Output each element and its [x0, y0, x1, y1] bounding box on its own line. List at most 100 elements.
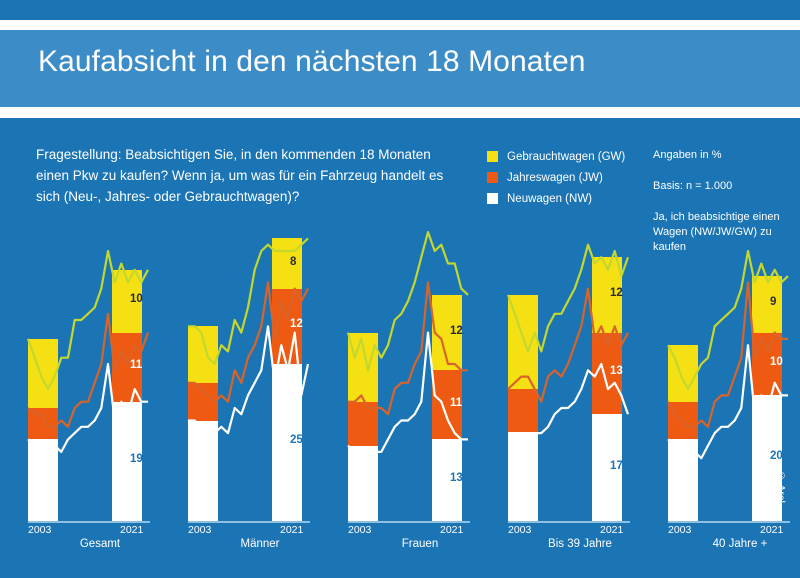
bar-segment-nw: 19	[112, 401, 143, 521]
bar-value-label: 10	[770, 355, 783, 368]
panel-caption: Gesamt	[79, 538, 121, 550]
header: Kaufabsicht in den nächsten 18 Monaten	[0, 0, 800, 118]
stacked-bar-2003	[188, 326, 218, 521]
chart-panel: 10 11 19 2003 2021 Gesamt	[20, 0, 180, 578]
legend-swatch-nw	[487, 193, 498, 204]
panel-axis-line	[508, 521, 630, 523]
bar-value-label: 12	[610, 286, 623, 299]
header-rule-top	[0, 20, 800, 30]
bar-value-label: 12	[450, 324, 463, 337]
bar-value-label: 11	[130, 359, 143, 372]
stacked-bar-2003	[508, 294, 538, 521]
chart-panel: 9 10 20 2003 2021 40 Jahre +	[660, 0, 800, 578]
bar-value-label: 13	[450, 472, 463, 485]
bar-value-label: 8	[290, 255, 297, 268]
bar-segment-jw: 13	[592, 332, 623, 415]
bar-segment-nw	[508, 433, 538, 521]
bar-segment-jw: 12	[272, 288, 303, 364]
bar-segment-jw: 11	[432, 370, 463, 440]
legend: Gebrauchtwagen (GW) Jahreswagen (JW) Neu…	[487, 147, 625, 210]
note-description: Ja, ich beabsichtige einen Wagen (NW/JW/…	[653, 211, 780, 253]
bar-segment-jw	[508, 389, 538, 434]
bar-segment-nw	[668, 439, 698, 521]
bar-value-label: 17	[610, 459, 623, 472]
note-unit: Angaben in %	[653, 149, 722, 161]
chart-panel: 12 11 13 2003 2021 Frauen	[340, 0, 500, 578]
bar-segment-gw	[348, 332, 378, 402]
panel-caption: Bis 39 Jahre	[548, 538, 612, 550]
x-tick-label-end: 2021	[280, 524, 304, 536]
x-tick-label-end: 2021	[120, 524, 144, 536]
panel-caption: 40 Jahre +	[712, 538, 768, 550]
header-band	[0, 30, 800, 107]
bar-segment-gw: 8	[272, 238, 302, 289]
note-basis: Basis: n = 1.000	[653, 180, 733, 192]
bar-segment-gw: 12	[432, 294, 463, 371]
x-tick-label-start: 2003	[28, 524, 52, 536]
bar-value-label: 12	[290, 318, 303, 331]
legend-item-nw: Neuwagen (NW)	[487, 189, 625, 208]
bar-segment-gw	[28, 338, 58, 408]
side-notes: Angaben in % Basis: n = 1.000 Ja, ich be…	[653, 148, 793, 255]
stacked-bar-2003	[668, 345, 698, 521]
bar-value-label: 11	[450, 396, 463, 409]
bar-segment-gw: 10	[112, 269, 143, 333]
question-text: Fragestellung: Beabsichtigen Sie, in den…	[36, 147, 444, 204]
bar-segment-gw	[508, 294, 538, 390]
stacked-bar-2021: 10 11 19	[112, 269, 143, 521]
bar-segment-nw	[348, 445, 378, 521]
legend-swatch-jw	[487, 172, 498, 183]
bar-segment-nw	[28, 439, 58, 521]
bar-segment-gw: 9	[752, 276, 782, 333]
x-tick-label-start: 2003	[188, 524, 212, 536]
chart-panel: 12 13 17 2003 2021 Bis 39 Jahre	[500, 0, 660, 578]
panel-axis-line	[188, 521, 310, 523]
stacked-bar-2021: 8 12 25	[272, 238, 303, 521]
legend-label-gw: Gebrauchtwagen (GW)	[507, 150, 626, 163]
stacked-bar-2021: 12 13 17	[592, 257, 623, 521]
panel-axis-line	[28, 521, 150, 523]
x-tick-label-end: 2021	[760, 524, 784, 536]
page-title: Kaufabsicht in den nächsten 18 Monaten	[38, 45, 586, 78]
bar-segment-nw	[188, 420, 218, 521]
panel-caption: Männer	[240, 538, 280, 550]
chart-panel: 8 12 25 2003 2021 Männer	[180, 0, 340, 578]
panel-axis-line	[668, 521, 790, 523]
legend-label-nw: Neuwagen (NW)	[507, 192, 592, 205]
bar-segment-jw	[28, 407, 58, 440]
stacked-bar-2021: 12 11 13	[432, 294, 463, 521]
stacked-bar-2021: 9 10 20	[752, 276, 783, 521]
bar-segment-jw	[668, 401, 698, 440]
x-tick-label-end: 2021	[440, 524, 464, 536]
bar-segment-nw: 13	[432, 439, 463, 521]
bar-segment-gw	[188, 326, 218, 383]
x-tick-label-start: 2003	[668, 524, 692, 536]
bar-segment-nw: 20	[752, 395, 783, 521]
bar-segment-nw: 25	[272, 363, 303, 521]
bar-segment-jw: 10	[752, 332, 783, 396]
legend-swatch-gw	[487, 151, 498, 162]
bar-segment-gw	[668, 345, 698, 402]
bar-segment-jw: 11	[112, 332, 143, 402]
stacked-bar-2003	[348, 332, 378, 521]
panel-caption: Frauen	[401, 538, 439, 550]
x-tick-label-start: 2003	[348, 524, 372, 536]
x-tick-label-start: 2003	[508, 524, 532, 536]
panel-axis-line	[348, 521, 470, 523]
legend-label-jw: Jahreswagen (JW)	[507, 171, 603, 184]
legend-item-jw: Jahreswagen (JW)	[487, 168, 625, 187]
x-tick-label-end: 2021	[600, 524, 624, 536]
bar-segment-nw: 17	[592, 414, 623, 521]
header-rule-bottom	[0, 107, 800, 118]
bar-value-label: 10	[130, 293, 143, 306]
bar-segment-gw: 12	[592, 257, 623, 333]
bar-value-label: 25	[290, 434, 303, 447]
bar-segment-jw	[348, 401, 378, 446]
bar-value-label: 9	[770, 296, 777, 309]
bar-value-label: 20	[770, 450, 783, 463]
bar-segment-jw	[188, 382, 218, 421]
legend-item-gw: Gebrauchtwagen (GW)	[487, 147, 625, 166]
stacked-bar-2003	[28, 338, 58, 521]
bar-value-label: 19	[130, 453, 143, 466]
